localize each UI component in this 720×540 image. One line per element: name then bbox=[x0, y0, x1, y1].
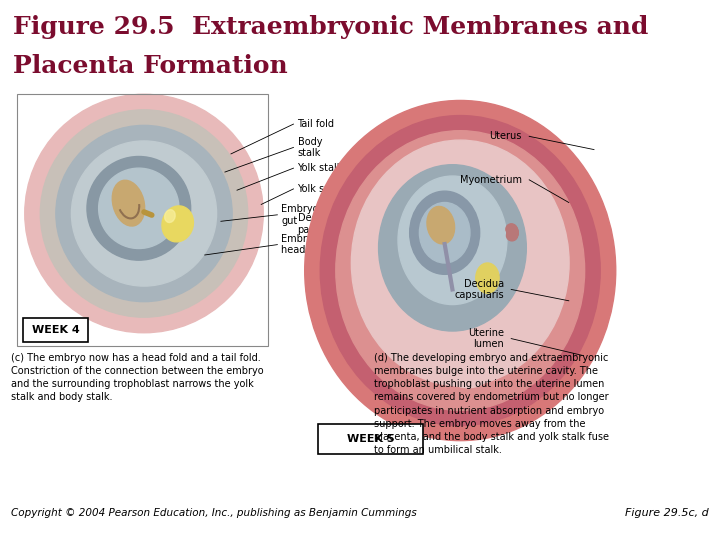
Ellipse shape bbox=[410, 191, 480, 274]
Text: Embryonic
gut: Embryonic gut bbox=[282, 204, 333, 226]
FancyBboxPatch shape bbox=[318, 423, 423, 454]
Ellipse shape bbox=[336, 131, 585, 410]
Circle shape bbox=[507, 228, 518, 239]
Circle shape bbox=[56, 125, 232, 302]
Text: Yolk sac: Yolk sac bbox=[297, 184, 336, 194]
Circle shape bbox=[507, 230, 518, 240]
Circle shape bbox=[24, 94, 264, 333]
Text: Myometrium: Myometrium bbox=[460, 175, 522, 185]
FancyBboxPatch shape bbox=[24, 319, 89, 342]
Ellipse shape bbox=[476, 263, 499, 293]
Text: Copyright © 2004 Pearson Education, Inc., publishing as Benjamin Cummings: Copyright © 2004 Pearson Education, Inc.… bbox=[11, 508, 417, 518]
Text: Uterus: Uterus bbox=[490, 131, 522, 141]
Text: Body
stalk: Body stalk bbox=[297, 137, 322, 158]
Circle shape bbox=[71, 141, 217, 286]
Ellipse shape bbox=[398, 176, 507, 305]
Ellipse shape bbox=[162, 206, 194, 242]
Ellipse shape bbox=[305, 100, 616, 441]
Text: Figure 29.5  Extraembryonic Membranes and: Figure 29.5 Extraembryonic Membranes and bbox=[13, 15, 648, 39]
Text: Tail fold: Tail fold bbox=[297, 119, 335, 129]
Text: Yolk stalk: Yolk stalk bbox=[297, 163, 343, 173]
Circle shape bbox=[40, 110, 248, 317]
Circle shape bbox=[99, 168, 179, 248]
Text: Decidua
capsularis: Decidua capsularis bbox=[454, 279, 504, 300]
Text: Embryonic
head fold: Embryonic head fold bbox=[282, 234, 333, 255]
Circle shape bbox=[87, 157, 191, 260]
Circle shape bbox=[507, 226, 518, 237]
Circle shape bbox=[508, 227, 518, 238]
Ellipse shape bbox=[351, 140, 569, 386]
Ellipse shape bbox=[320, 116, 600, 426]
Circle shape bbox=[507, 226, 518, 236]
Text: Placenta Formation: Placenta Formation bbox=[13, 55, 288, 78]
Text: Uterine
lumen: Uterine lumen bbox=[468, 328, 504, 349]
Text: Decidua
parietalis: Decidua parietalis bbox=[297, 213, 343, 235]
Ellipse shape bbox=[165, 210, 175, 222]
Text: WEEK 4: WEEK 4 bbox=[32, 325, 80, 335]
Ellipse shape bbox=[419, 202, 470, 263]
Text: WEEK 5: WEEK 5 bbox=[347, 434, 395, 444]
Ellipse shape bbox=[379, 165, 526, 331]
Ellipse shape bbox=[449, 365, 487, 388]
Text: Figure 29.5c, d: Figure 29.5c, d bbox=[626, 508, 709, 518]
Text: (c) The embryo now has a head fold and a tail fold.
Constriction of the connecti: (c) The embryo now has a head fold and a… bbox=[11, 353, 264, 402]
Circle shape bbox=[506, 224, 517, 234]
Text: (d) The developing embryo and extraembryonic
membranes bulge into the uterine ca: (d) The developing embryo and extraembry… bbox=[374, 353, 609, 455]
FancyArrowPatch shape bbox=[144, 212, 152, 215]
Circle shape bbox=[506, 230, 518, 241]
Ellipse shape bbox=[112, 180, 145, 226]
Circle shape bbox=[506, 225, 518, 235]
Ellipse shape bbox=[427, 206, 454, 244]
